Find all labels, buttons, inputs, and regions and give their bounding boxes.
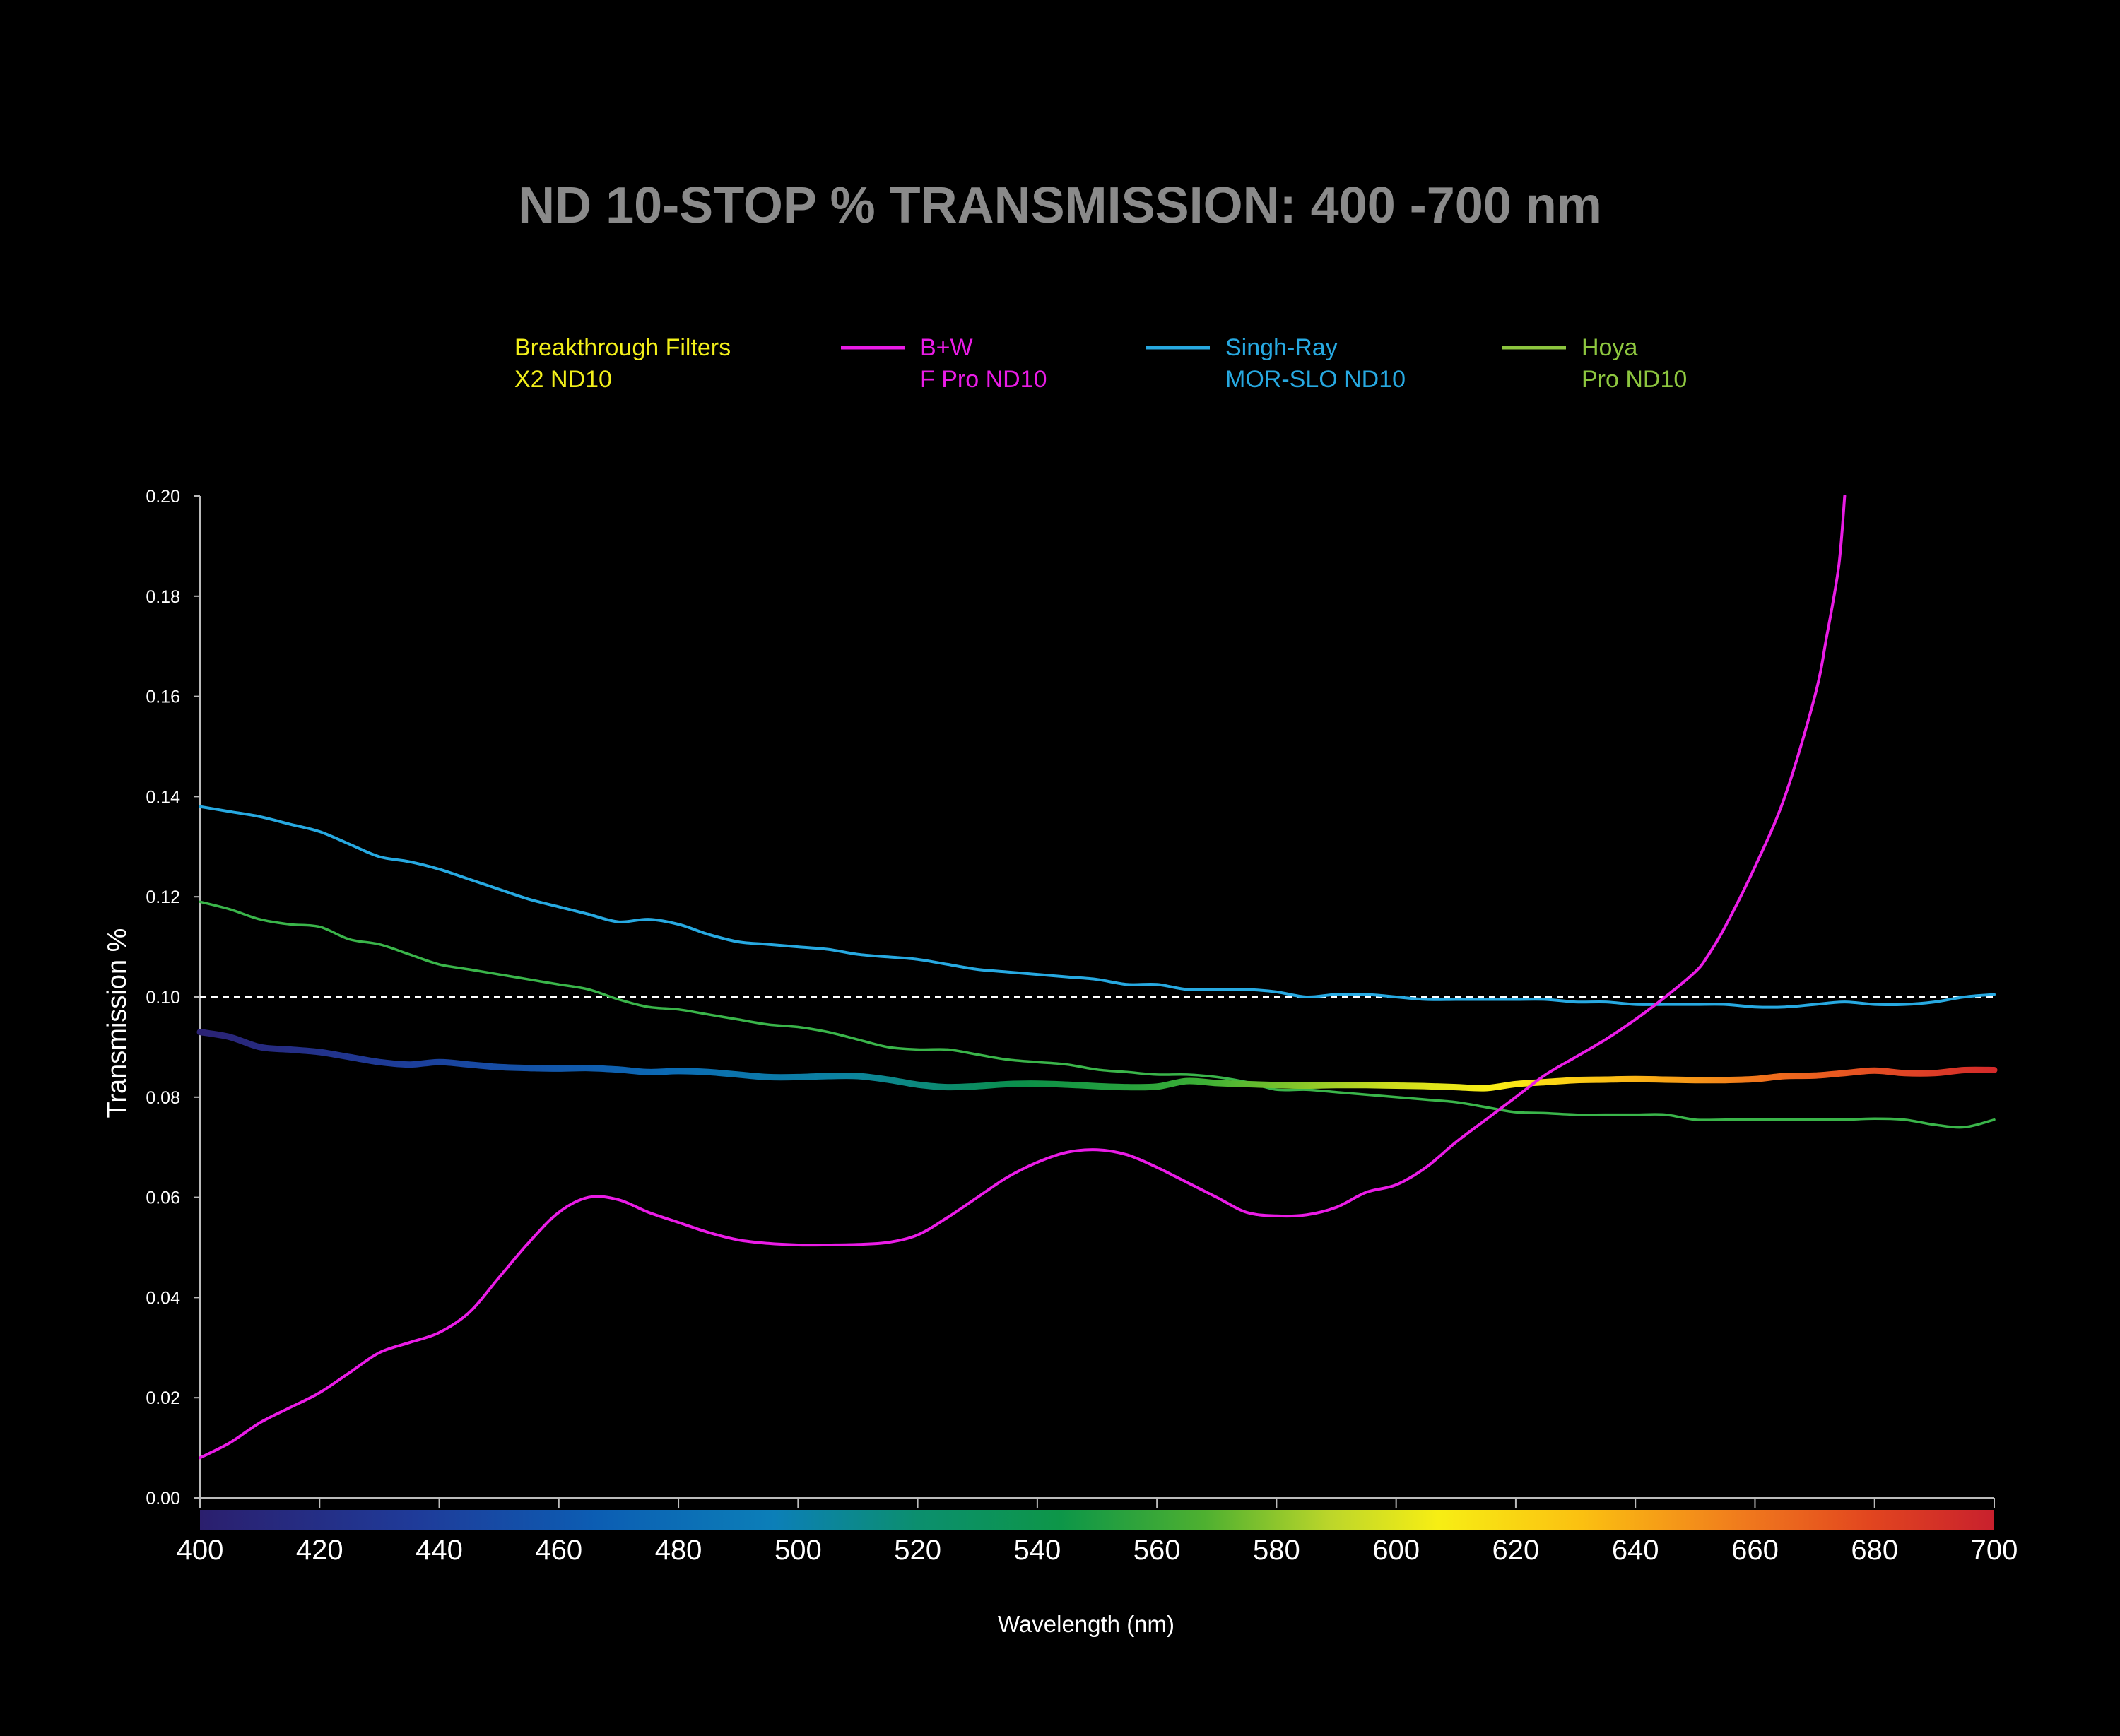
legend-label-bw: B+W	[920, 334, 973, 361]
y-tick-label: 0.10	[146, 988, 180, 1008]
y-ticks: 0.00 0.02 0.04 0.06 0.08 0.10 0.12 0.14 0.16 0.18…	[146, 487, 200, 1508]
legend-sublabel-hoya: Pro ND10	[1582, 366, 1687, 393]
legend-item-breakthrough: Breakthrough Filters X2 ND10	[435, 334, 731, 393]
x-ticks: 400 420 440 460 480 500 520 540 560 580 600 620 640 6…	[177, 1498, 2018, 1566]
x-tick-label: 580	[1253, 1535, 1300, 1566]
x-tick-label: 520	[894, 1535, 941, 1566]
legend-sublabel-breakthrough: X2 ND10	[514, 366, 612, 393]
y-tick-label: 0.16	[146, 687, 180, 707]
x-tick-label: 540	[1013, 1535, 1061, 1566]
y-tick-label: 0.20	[146, 487, 180, 507]
x-tick-label: 460	[535, 1535, 582, 1566]
legend: Breakthrough Filters X2 ND10 B+W F Pro N…	[435, 334, 1687, 393]
x-tick-label: 680	[1851, 1535, 1898, 1566]
x-tick-label: 480	[655, 1535, 702, 1566]
legend-sublabel-bw: F Pro ND10	[920, 366, 1047, 393]
x-tick-label: 420	[296, 1535, 343, 1566]
y-tick-label: 0.08	[146, 1088, 180, 1108]
series-line-breakthrough	[196, 1029, 1998, 1092]
x-tick-label: 640	[1612, 1535, 1659, 1566]
series-line-bw	[199, 495, 1847, 1460]
legend-item-singh-ray: Singh-Ray MOR-SLO ND10	[1146, 334, 1406, 393]
x-tick-label: 600	[1372, 1535, 1420, 1566]
x-axis-label: Wavelength (nm)	[998, 1611, 1174, 1637]
x-tick-label: 400	[177, 1535, 224, 1566]
legend-label-hoya: Hoya	[1582, 334, 1637, 361]
x-tick-label: 660	[1731, 1535, 1779, 1566]
chart-title: ND 10-STOP % TRANSMISSION: 400 -700 nm	[518, 177, 1602, 234]
y-tick-label: 0.02	[146, 1388, 180, 1408]
legend-item-bw: B+W F Pro ND10	[841, 334, 1047, 393]
legend-sublabel-singh-ray: MOR-SLO ND10	[1225, 366, 1406, 393]
y-tick-label: 0.04	[146, 1288, 180, 1308]
y-tick-label: 0.18	[146, 587, 180, 607]
legend-label-singh-ray: Singh-Ray	[1225, 334, 1338, 361]
x-tick-label: 700	[1971, 1535, 2018, 1566]
y-tick-label: 0.14	[146, 787, 180, 807]
legend-item-hoya: Hoya Pro ND10	[1502, 334, 1687, 393]
spectrum-bar	[200, 1510, 1994, 1530]
x-tick-label: 560	[1133, 1535, 1181, 1566]
x-tick-label: 500	[775, 1535, 822, 1566]
y-tick-label: 0.00	[146, 1489, 180, 1508]
legend-label-breakthrough: Breakthrough Filters	[514, 334, 731, 361]
series-group	[196, 495, 1998, 1460]
series-line-hoya	[199, 900, 1996, 1129]
y-tick-label: 0.12	[146, 887, 180, 907]
x-tick-label: 440	[416, 1535, 463, 1566]
x-tick-label: 620	[1492, 1535, 1540, 1566]
y-axis-label: Transmission %	[102, 928, 132, 1118]
series-line-singh-ray	[199, 805, 1996, 1009]
y-tick-label: 0.06	[146, 1188, 180, 1208]
